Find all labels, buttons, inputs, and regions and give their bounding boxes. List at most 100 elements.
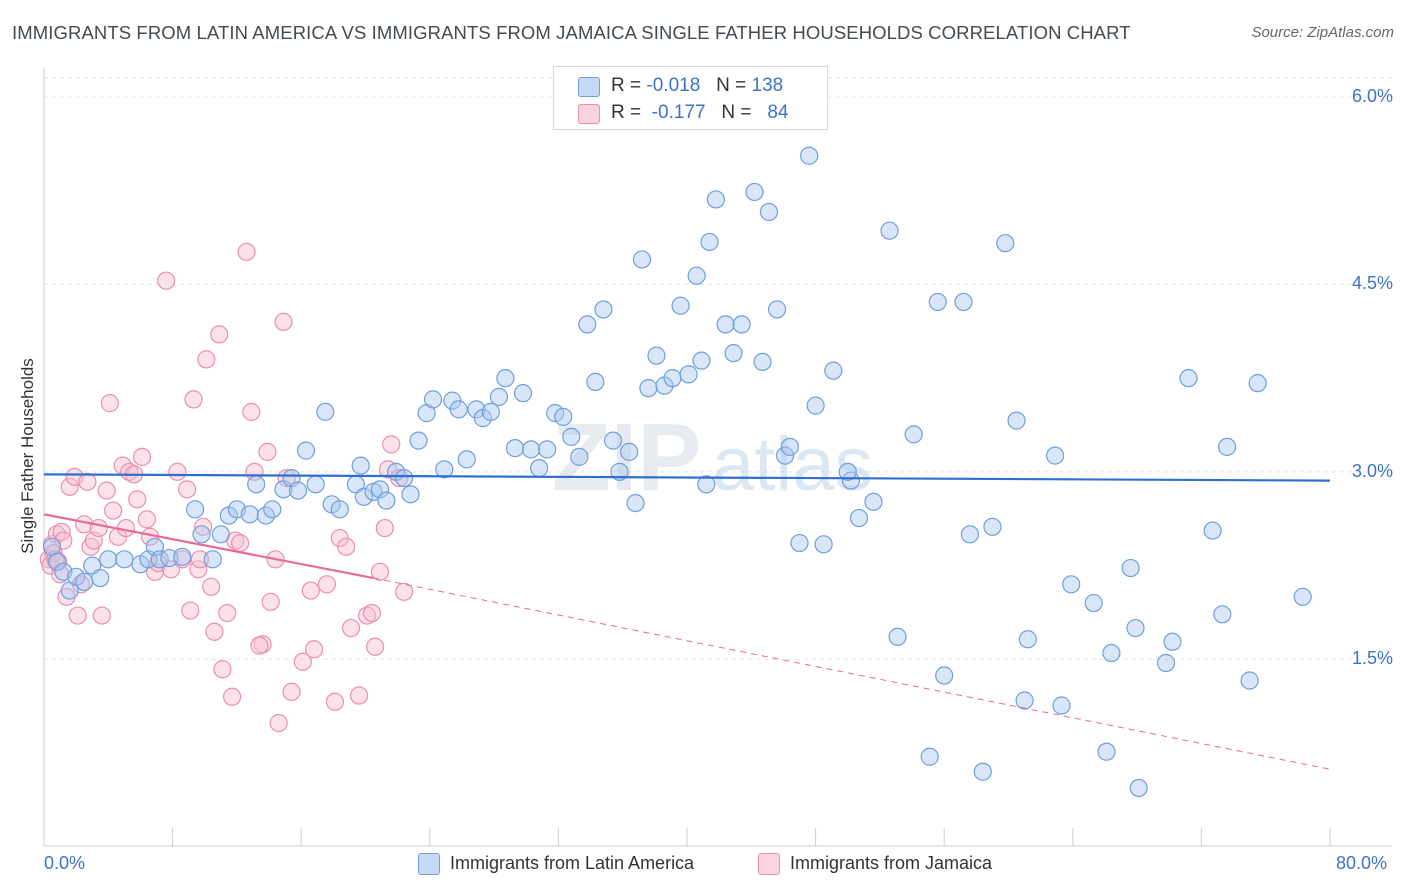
data-point xyxy=(716,315,735,334)
data-point xyxy=(1156,653,1176,673)
data-point xyxy=(120,462,139,481)
legend-r-label: R = xyxy=(611,102,642,123)
data-point xyxy=(237,242,256,262)
data-point xyxy=(935,666,954,685)
data-point xyxy=(496,369,515,388)
y-axis-label: Single Father Households xyxy=(18,358,37,554)
data-point xyxy=(626,493,645,513)
data-point xyxy=(920,747,939,766)
data-point xyxy=(904,425,923,444)
data-point xyxy=(222,687,242,706)
data-point xyxy=(409,431,428,450)
bottom-legend-label-pink: Immigrants from Jamaica xyxy=(790,853,993,873)
data-point xyxy=(759,202,779,222)
data-point xyxy=(745,182,764,202)
data-point xyxy=(293,652,312,671)
data-point xyxy=(530,459,549,478)
data-point xyxy=(261,592,280,611)
data-point xyxy=(928,292,947,312)
legend-r-label: R = xyxy=(611,75,642,96)
data-point xyxy=(269,713,288,733)
legend-swatch-pink xyxy=(578,104,600,124)
data-point xyxy=(513,384,533,403)
data-point xyxy=(973,762,992,781)
data-point xyxy=(42,537,62,556)
data-point xyxy=(349,686,369,705)
data-point xyxy=(168,462,187,481)
data-point xyxy=(304,640,324,659)
data-point xyxy=(790,533,809,553)
data-point xyxy=(489,387,509,406)
data-point xyxy=(888,627,907,646)
data-point xyxy=(100,394,120,413)
data-point xyxy=(370,562,390,581)
data-point xyxy=(205,622,224,641)
data-point xyxy=(586,372,605,391)
data-point xyxy=(663,369,682,388)
data-point xyxy=(780,437,799,456)
data-point xyxy=(157,271,176,290)
data-point xyxy=(242,402,261,421)
data-point xyxy=(60,477,79,496)
data-point xyxy=(370,480,390,499)
data-point xyxy=(700,232,719,252)
data-point xyxy=(1007,411,1026,430)
data-point xyxy=(375,518,394,538)
data-point xyxy=(263,500,282,519)
data-point xyxy=(192,525,211,544)
data-point xyxy=(366,637,385,656)
y-tick-label: 4.5% xyxy=(1351,273,1393,294)
data-point xyxy=(137,510,156,529)
data-point xyxy=(330,500,349,519)
data-point xyxy=(354,487,373,506)
data-point xyxy=(505,439,525,458)
data-point xyxy=(394,582,414,601)
data-point xyxy=(1218,437,1237,456)
x-tick-max: 80.0% xyxy=(1336,853,1388,873)
data-point xyxy=(679,365,698,384)
data-point xyxy=(362,603,382,623)
data-point xyxy=(697,475,716,494)
data-point xyxy=(578,315,597,334)
data-point xyxy=(197,350,216,369)
data-point xyxy=(1097,742,1116,761)
data-point xyxy=(1052,696,1071,715)
data-point xyxy=(449,400,468,419)
data-point xyxy=(341,618,361,638)
data-point xyxy=(806,396,825,415)
data-point xyxy=(1062,575,1081,594)
data-point xyxy=(687,266,706,285)
data-point xyxy=(160,548,179,568)
data-point xyxy=(194,517,213,536)
data-point xyxy=(247,475,266,494)
data-point xyxy=(1046,446,1065,465)
data-point xyxy=(824,361,843,380)
data-point xyxy=(1102,643,1121,663)
data-point xyxy=(132,447,152,466)
jamaica-points xyxy=(39,242,414,733)
data-point xyxy=(184,390,203,409)
data-point xyxy=(620,442,639,461)
data-point xyxy=(435,460,454,479)
data-point xyxy=(277,468,296,488)
legend-n-value: 84 xyxy=(767,102,789,123)
data-point xyxy=(337,537,356,556)
trend-line-jamaica xyxy=(43,513,374,580)
data-point xyxy=(594,300,613,319)
legend-r-value: -0.177 xyxy=(651,102,706,123)
data-point xyxy=(838,462,857,481)
data-point xyxy=(186,500,205,519)
data-point xyxy=(382,435,401,454)
data-point xyxy=(190,550,210,569)
watermark: ZIP atlas xyxy=(552,404,873,511)
data-point xyxy=(603,431,623,450)
data-point xyxy=(1248,374,1267,393)
data-point xyxy=(1163,632,1182,651)
data-point xyxy=(457,450,476,469)
legend-n-label: N = xyxy=(716,75,747,96)
data-point xyxy=(983,517,1002,536)
data-point xyxy=(258,442,277,461)
data-point xyxy=(47,552,66,571)
data-point xyxy=(692,351,711,370)
